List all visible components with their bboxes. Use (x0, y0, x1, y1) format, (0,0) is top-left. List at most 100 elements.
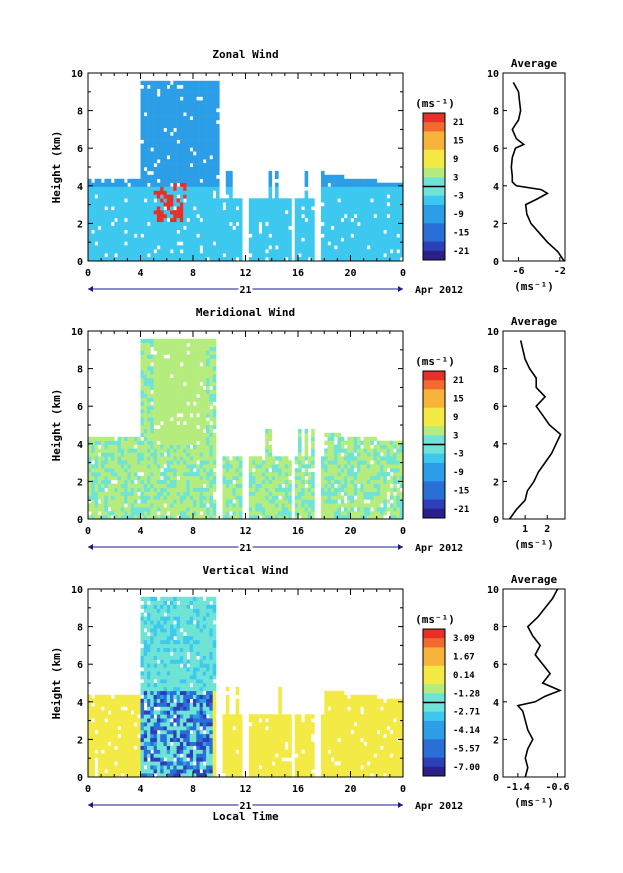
heatmap-cell (284, 472, 289, 477)
heatmap-cell (278, 245, 282, 250)
heatmap-cell (370, 479, 374, 484)
heatmap-cell (199, 483, 204, 488)
heatmap-cell (133, 182, 138, 187)
heatmap-cell (212, 483, 217, 488)
heatmap-cell (196, 120, 200, 125)
heatmap-cell (206, 112, 210, 117)
heatmap-cell (281, 233, 286, 238)
heatmap-cell (206, 440, 210, 445)
heatmap-cell (193, 108, 197, 113)
heatmap-cell (124, 741, 128, 746)
heatmap-cell (127, 495, 131, 500)
heatmap-cell (216, 170, 220, 176)
heatmap-cell (176, 217, 181, 223)
heatmap-cell (166, 139, 171, 144)
heatmap-cell (104, 210, 108, 215)
heatmap-cell (261, 198, 266, 203)
heatmap-cell (189, 159, 194, 164)
heatmap-cell (117, 499, 122, 504)
heatmap-cell (281, 229, 286, 234)
heatmap-cell (120, 190, 125, 195)
heatmap-cell (176, 147, 181, 152)
heatmap-cell (248, 456, 253, 461)
heatmap-cell (284, 221, 289, 226)
heatmap-cell (255, 237, 259, 242)
heatmap-cell (193, 100, 197, 105)
heatmap-cell (97, 710, 102, 715)
heatmap-cell (186, 385, 190, 390)
heatmap-cell (107, 698, 112, 703)
heatmap-cell (143, 515, 148, 520)
heatmap-cell (343, 225, 348, 230)
heatmap-cell (216, 96, 220, 101)
heatmap-cell (163, 385, 168, 390)
heatmap-cell (393, 249, 397, 254)
heatmap-cell (248, 206, 253, 211)
heatmap-cell (189, 475, 194, 481)
heatmap-cell (160, 206, 164, 211)
heatmap-cell (373, 233, 378, 238)
heatmap-cell (238, 460, 243, 465)
heatmap-cell (183, 190, 187, 195)
heatmap-cell (350, 487, 355, 492)
heatmap-cell (133, 464, 138, 469)
heatmap-cell (363, 249, 368, 254)
heatmap-cell (156, 131, 161, 136)
heatmap-cell (265, 253, 269, 258)
heatmap-cell (206, 425, 210, 430)
heatmap-cell (235, 253, 240, 258)
heatmap-cell (94, 206, 99, 211)
heatmap-cell (396, 186, 400, 191)
heatmap-cell (196, 362, 200, 367)
heatmap-cell (350, 237, 355, 242)
heatmap-cell (357, 257, 361, 262)
heatmap-cell (301, 479, 305, 484)
heatmap-cell (265, 499, 269, 504)
heatmap-cell (199, 127, 204, 132)
heatmap-cell (222, 468, 227, 473)
heatmap-cell (127, 225, 131, 230)
heatmap-cell (97, 253, 102, 258)
heatmap-cell (202, 123, 207, 129)
heatmap-cell (324, 245, 328, 250)
heatmap-cell (222, 229, 227, 234)
heatmap-cell (399, 241, 404, 246)
heatmap-cell (370, 206, 374, 211)
heatmap-cell (133, 452, 138, 457)
heatmap-cell (189, 182, 194, 187)
heatmap-cell (101, 253, 105, 258)
heatmap-cell (199, 338, 204, 343)
heatmap-cell (173, 436, 177, 441)
heatmap-cell (255, 491, 259, 496)
heatmap-cell (133, 178, 138, 183)
heatmap-cell (114, 221, 118, 226)
heatmap-cell (248, 257, 253, 262)
heatmap-cell (127, 737, 131, 742)
heatmap-cell (153, 342, 158, 347)
heatmap-cell (107, 737, 112, 742)
heatmap-cell (143, 483, 148, 488)
heatmap-cell (88, 694, 92, 699)
heatmap-cell (196, 241, 200, 246)
heatmap-cell (275, 511, 279, 516)
heatmap-cell (252, 491, 256, 496)
day-label-bg (238, 541, 253, 553)
heatmap-cell (114, 452, 118, 457)
heatmap-cell (147, 389, 151, 394)
heatmap-cell (186, 472, 190, 477)
heatmap-cell (350, 229, 355, 234)
heatmap-cell (301, 233, 305, 238)
heatmap-cell (373, 483, 378, 488)
heatmap-cell (133, 245, 138, 250)
heatmap-cell (232, 202, 236, 207)
heatmap-cell (147, 409, 151, 414)
heatmap-cell (183, 483, 187, 488)
heatmap-cell (114, 749, 118, 754)
heatmap-cell (143, 342, 148, 347)
heatmap-cell (186, 202, 190, 207)
heatmap-cell (120, 217, 125, 223)
heatmap-cell (209, 178, 213, 183)
heatmap-cell (163, 381, 168, 387)
heatmap-cell (124, 773, 128, 778)
colorbar-tick-label: 9 (453, 413, 458, 423)
